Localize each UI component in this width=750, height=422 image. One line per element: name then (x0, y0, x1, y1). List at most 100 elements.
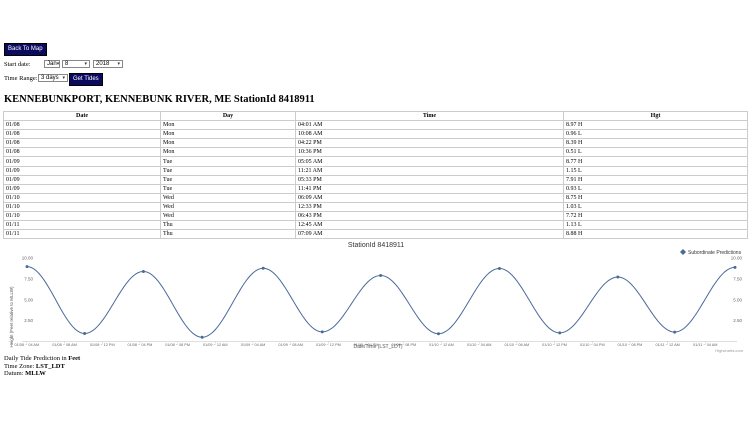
start-date-label: Start date: (4, 61, 31, 68)
x-tick-label: 01/10 ~ 08 PM (618, 343, 643, 347)
data-point[interactable] (25, 265, 29, 269)
data-point[interactable] (616, 275, 620, 279)
footer-info: Daily Tide Prediction in Feet Time Zone:… (4, 355, 80, 378)
cell-day: Wed (160, 192, 296, 203)
cell-time: 12:45 AM (295, 220, 564, 231)
header-hgt: Hgt (563, 110, 748, 122)
table-header-row: Date Day Time Hgt (3, 110, 748, 122)
cell-hgt: 8.75 H (563, 192, 748, 203)
y-tick-label: 10.00 (22, 256, 34, 261)
cell-date: 01/09 (3, 156, 161, 167)
chart-title: StationId 8418911 (348, 242, 404, 249)
cell-date: 01/09 (3, 183, 161, 194)
datum-value: MLLW (25, 370, 46, 377)
series-points (25, 265, 737, 339)
cell-time: 06:09 AM (295, 192, 564, 203)
cell-time: 05:05 AM (295, 156, 564, 167)
y-tick-label: 7.50 (24, 276, 33, 281)
time-range-value: 3 days (41, 75, 59, 81)
x-tick-label: 01/11 ~ 12 AM (655, 343, 679, 347)
y-tick-label: 7.50 (733, 276, 742, 281)
data-point[interactable] (83, 331, 87, 335)
cell-day: Wed (160, 211, 296, 222)
table-row: 01/08 Mon 04:01 AM 8.97 H (3, 120, 748, 131)
series-line (26, 266, 736, 338)
x-axis-label: Date/Time (LST_LDT) (354, 344, 403, 350)
cell-day: Thu (160, 220, 296, 231)
table-row: 01/09 Tue 05:33 PM 7.91 H (3, 174, 748, 185)
cell-time: 04:01 AM (295, 120, 564, 131)
time-range-label: Time Range: (4, 75, 38, 82)
data-point[interactable] (320, 330, 324, 334)
y-axis-right: 10.00 7.50 5.00 2.50 (731, 256, 743, 324)
data-point[interactable] (141, 269, 145, 273)
tide-chart: StationId 8418911 Subordinate Prediction… (9, 242, 744, 353)
cell-hgt: 8.88 H (563, 229, 748, 240)
x-tick-label: 01/09 ~ 08 AM (278, 343, 303, 347)
chevron-down-icon: ▾ (117, 61, 120, 67)
timezone-label: Time Zone: (4, 362, 36, 370)
table-row: 01/10 Wed 12:33 PM 1.03 L (3, 201, 748, 213)
cell-hgt: 8.77 H (563, 156, 748, 167)
day-select[interactable]: 8 ▾ (62, 60, 90, 68)
month-value: Jan (47, 61, 57, 67)
month-select[interactable]: Jan ▾ (44, 60, 60, 68)
units-line: Daily Tide Prediction in Feet (4, 355, 80, 363)
cell-day: Mon (160, 138, 296, 149)
timezone-value: LST_LDT (35, 362, 65, 370)
year-select[interactable]: 2018 ▾ (93, 60, 123, 68)
cell-date: 01/10 (3, 211, 161, 222)
x-tick-label: 01/08 ~ 12 PM (90, 343, 115, 347)
data-point[interactable] (436, 332, 440, 336)
back-to-map-button[interactable]: Back To Map (4, 43, 47, 56)
header-date: Date (3, 110, 161, 122)
y-tick-label: 2.50 (24, 318, 33, 323)
data-point[interactable] (733, 265, 737, 269)
x-tick-label: 01/08 ~ 08 AM (52, 343, 77, 347)
x-tick-label: 01/09 ~ 12 AM (203, 343, 228, 347)
data-point[interactable] (673, 330, 677, 334)
cell-day: Mon (160, 120, 296, 131)
y-tick-label: 10.00 (731, 256, 743, 261)
cell-date: 01/10 (3, 192, 161, 203)
table-row: 01/10 Wed 06:09 AM 8.75 H (3, 192, 748, 203)
chevron-down-icon: ▾ (56, 61, 60, 67)
legend-diamond-icon (680, 249, 686, 255)
cell-date: 01/11 (3, 220, 161, 231)
cell-hgt: 0.93 L (563, 183, 748, 194)
cell-time: 05:33 PM (295, 174, 564, 185)
cell-hgt: 1.15 L (563, 165, 748, 176)
tide-table: Date Day Time Hgt 01/08 Mon 04:01 AM 8.97 H… (3, 110, 748, 240)
cell-time: 11:21 AM (295, 165, 564, 176)
x-tick-label: 01/09 ~ 04 PM (354, 343, 379, 347)
header-time: Time (295, 110, 564, 122)
time-range-select[interactable]: 3 days ▾ (38, 74, 68, 82)
data-point[interactable] (200, 335, 204, 339)
x-tick-label: 01/08 ~ 08 PM (165, 343, 190, 347)
cell-date: 01/09 (3, 165, 161, 176)
x-tick-label: 01/10 ~ 12 PM (542, 343, 567, 347)
get-tides-button[interactable]: Get Tides (69, 73, 103, 86)
cell-day: Wed (160, 201, 296, 213)
table-row: 01/09 Tue 05:05 AM 8.77 H (3, 156, 748, 167)
table-row: 01/09 Tue 11:21 AM 1.15 L (3, 165, 748, 176)
x-tick-label: 01/10 ~ 12 AM (429, 343, 454, 347)
cell-hgt: 8.39 H (563, 138, 748, 149)
data-point[interactable] (261, 266, 265, 270)
x-tick-label: 01/10 ~ 04 PM (580, 343, 605, 347)
cell-date: 01/08 (3, 147, 161, 158)
x-tick-label: 01/09 ~ 12 PM (316, 343, 341, 347)
data-point[interactable] (379, 273, 383, 277)
table-row: 01/11 Thu 12:45 AM 1.13 L (3, 220, 748, 231)
cell-hgt: 8.97 H (563, 120, 748, 131)
cell-hgt: 1.03 L (563, 201, 748, 213)
cell-day: Tue (160, 174, 296, 185)
cell-date: 01/08 (3, 120, 161, 131)
data-point[interactable] (558, 331, 562, 335)
cell-time: 12:33 PM (295, 201, 564, 213)
y-tick-label: 5.00 (733, 297, 742, 302)
station-title: KENNEBUNKPORT, KENNEBUNK RIVER, ME Stati… (4, 94, 315, 105)
datum-label: Datum: (4, 370, 26, 377)
data-point[interactable] (497, 266, 501, 270)
chart-credit[interactable]: Highcharts.com (715, 348, 743, 353)
